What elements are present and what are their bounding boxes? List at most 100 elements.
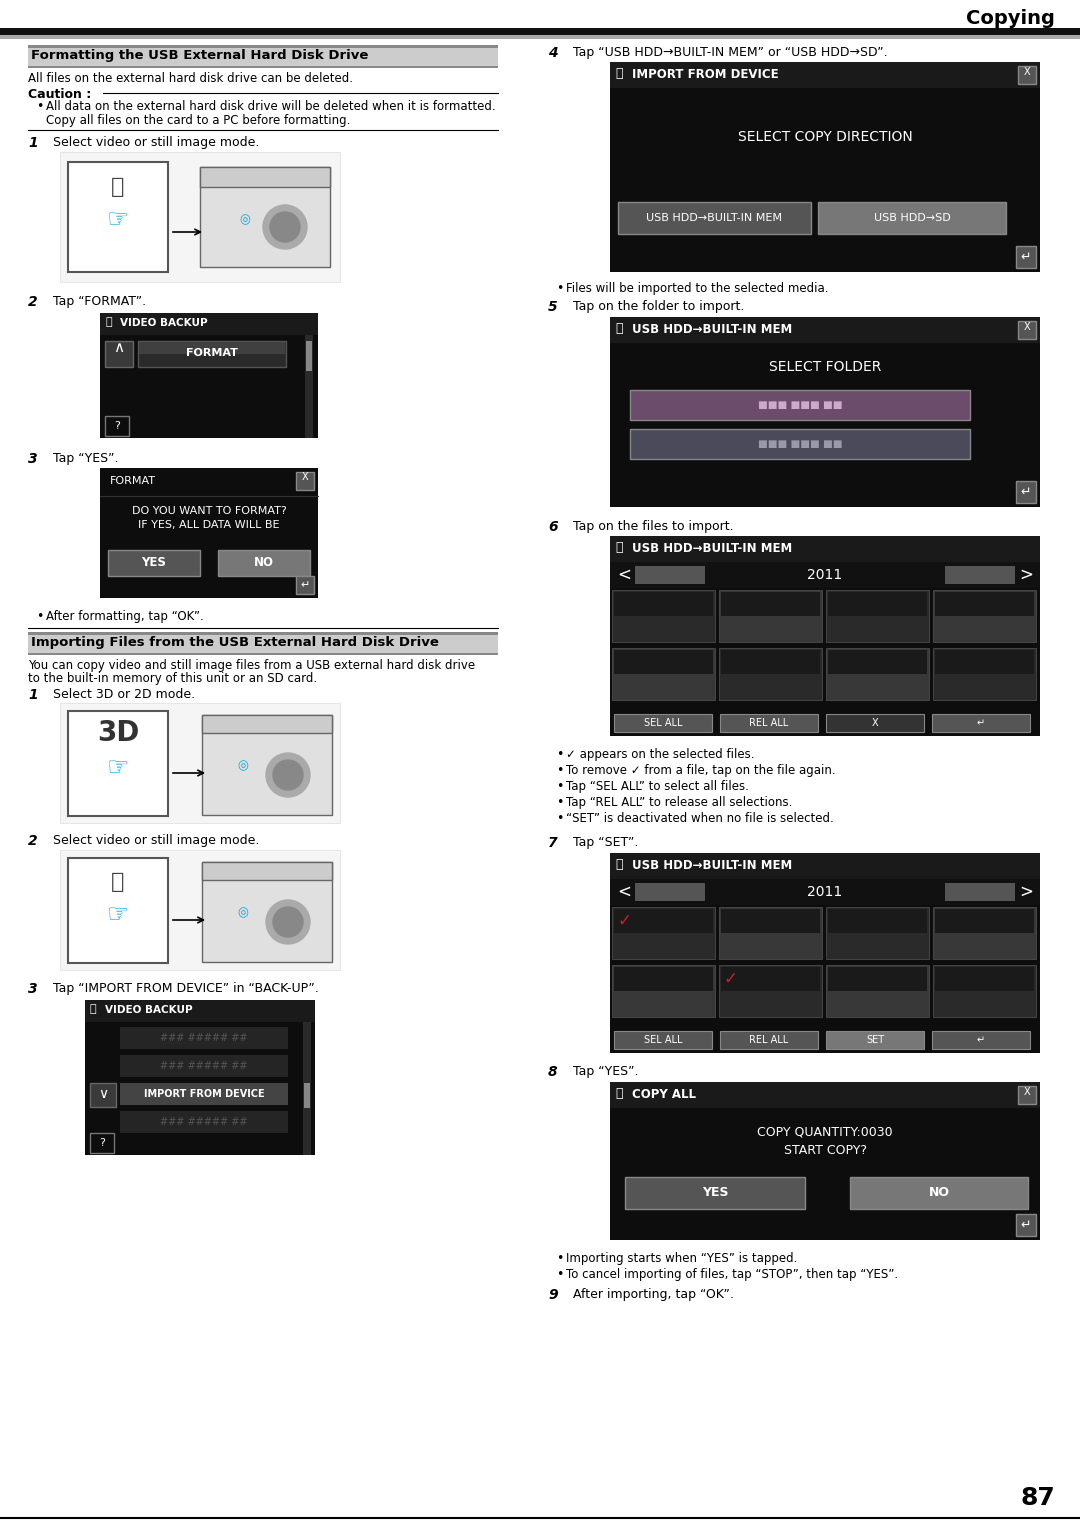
Text: •: • xyxy=(556,748,564,760)
Text: 7: 7 xyxy=(548,835,557,851)
Bar xyxy=(615,715,712,731)
Text: REL ALL: REL ALL xyxy=(750,718,788,728)
Bar xyxy=(202,715,332,733)
Bar xyxy=(945,567,1015,583)
Text: Tap “SEL ALL” to select all files.: Tap “SEL ALL” to select all files. xyxy=(566,780,748,793)
Text: 3: 3 xyxy=(28,982,38,996)
Bar xyxy=(68,858,168,964)
Bar xyxy=(306,341,312,371)
Bar xyxy=(0,27,1080,35)
Bar xyxy=(100,467,318,599)
Bar xyxy=(721,651,820,673)
Bar xyxy=(68,162,168,272)
Text: ↵: ↵ xyxy=(977,1035,985,1044)
Bar xyxy=(721,592,820,615)
Text: ∨: ∨ xyxy=(98,1087,108,1101)
Text: Tap “YES”.: Tap “YES”. xyxy=(53,452,119,466)
Text: Tap “IMPORT FROM DEVICE” in “BACK-UP”.: Tap “IMPORT FROM DEVICE” in “BACK-UP”. xyxy=(53,982,319,996)
Bar xyxy=(612,907,715,959)
Text: ⛹: ⛹ xyxy=(615,1087,622,1099)
Text: Formatting the USB External Hard Disk Drive: Formatting the USB External Hard Disk Dr… xyxy=(31,49,368,63)
Bar xyxy=(120,1028,288,1049)
Circle shape xyxy=(266,899,310,944)
Bar xyxy=(612,965,715,1017)
Bar xyxy=(610,536,1040,562)
Bar xyxy=(200,166,330,186)
Bar xyxy=(120,1055,288,1077)
Text: 8: 8 xyxy=(548,1064,557,1080)
Text: Tap “FORMAT”.: Tap “FORMAT”. xyxy=(53,295,146,308)
Text: ∧: ∧ xyxy=(113,339,124,354)
Text: ◎: ◎ xyxy=(240,214,251,226)
Bar xyxy=(850,1177,1028,1209)
Bar xyxy=(105,341,133,366)
Bar xyxy=(826,907,929,959)
Text: ↵: ↵ xyxy=(1021,1219,1031,1231)
Text: to the built-in memory of this unit or an SD card.: to the built-in memory of this unit or a… xyxy=(28,672,318,686)
Bar xyxy=(218,550,310,576)
Bar xyxy=(85,1000,315,1022)
Circle shape xyxy=(273,907,303,938)
Text: USB HDD→BUILT-IN MEM: USB HDD→BUILT-IN MEM xyxy=(646,212,782,223)
Bar xyxy=(28,47,498,66)
Text: SEL ALL: SEL ALL xyxy=(644,718,683,728)
Bar xyxy=(303,1022,311,1154)
Text: Tap “YES”.: Tap “YES”. xyxy=(573,1064,638,1078)
Bar xyxy=(719,589,822,641)
Bar xyxy=(935,967,1034,991)
Bar xyxy=(202,715,332,815)
Bar xyxy=(610,536,1040,736)
Bar xyxy=(60,702,340,823)
Bar xyxy=(826,715,924,731)
Bar xyxy=(720,715,818,731)
Bar xyxy=(610,63,1040,272)
Text: YES: YES xyxy=(702,1186,728,1200)
Bar xyxy=(612,589,715,641)
Bar xyxy=(719,907,822,959)
Text: Ⓜ: Ⓜ xyxy=(111,177,124,197)
Text: 2: 2 xyxy=(28,295,38,308)
Bar xyxy=(100,313,318,334)
Text: Copying: Copying xyxy=(967,9,1055,27)
Text: <: < xyxy=(617,567,631,583)
Text: ⛹: ⛹ xyxy=(615,858,622,870)
Bar xyxy=(60,153,340,282)
Text: ■■■ ■■■ ■■: ■■■ ■■■ ■■ xyxy=(758,438,842,449)
Text: ?: ? xyxy=(99,1138,105,1148)
Text: USB HDD→BUILT-IN MEM: USB HDD→BUILT-IN MEM xyxy=(632,860,793,872)
Text: •: • xyxy=(556,764,564,777)
Bar xyxy=(618,202,811,234)
Text: NO: NO xyxy=(254,556,274,570)
Text: 1: 1 xyxy=(28,689,38,702)
Text: FORMAT: FORMAT xyxy=(110,476,156,486)
Text: Importing starts when “YES” is tapped.: Importing starts when “YES” is tapped. xyxy=(566,1252,797,1264)
Text: ↵: ↵ xyxy=(300,580,310,589)
Text: •: • xyxy=(556,282,564,295)
Text: ✓: ✓ xyxy=(617,912,631,930)
Text: ◎: ◎ xyxy=(238,907,248,919)
Bar xyxy=(85,1000,315,1154)
Text: •: • xyxy=(556,1252,564,1264)
Text: ### ##### ##: ### ##### ## xyxy=(160,1032,247,1043)
Text: ⛹: ⛹ xyxy=(90,1003,96,1014)
Text: IF YES, ALL DATA WILL BE: IF YES, ALL DATA WILL BE xyxy=(138,521,280,530)
Bar xyxy=(28,44,498,47)
Text: 2011: 2011 xyxy=(808,568,842,582)
Bar xyxy=(296,576,314,594)
Text: Select video or still image mode.: Select video or still image mode. xyxy=(53,834,259,847)
Text: YES: YES xyxy=(141,556,166,570)
Text: 4: 4 xyxy=(548,46,557,60)
Text: Tap “SET”.: Tap “SET”. xyxy=(573,835,638,849)
Bar xyxy=(826,647,929,699)
Bar xyxy=(818,202,1005,234)
Bar xyxy=(68,712,168,815)
Bar xyxy=(0,35,1080,40)
Bar xyxy=(120,1112,288,1133)
Text: X: X xyxy=(1024,1087,1030,1096)
Text: ?: ? xyxy=(114,421,120,431)
Text: •: • xyxy=(36,609,43,623)
Text: VIDEO BACKUP: VIDEO BACKUP xyxy=(105,1005,192,1015)
Text: Select 3D or 2D mode.: Select 3D or 2D mode. xyxy=(53,689,195,701)
Bar xyxy=(610,854,1040,1054)
Bar xyxy=(28,66,498,69)
